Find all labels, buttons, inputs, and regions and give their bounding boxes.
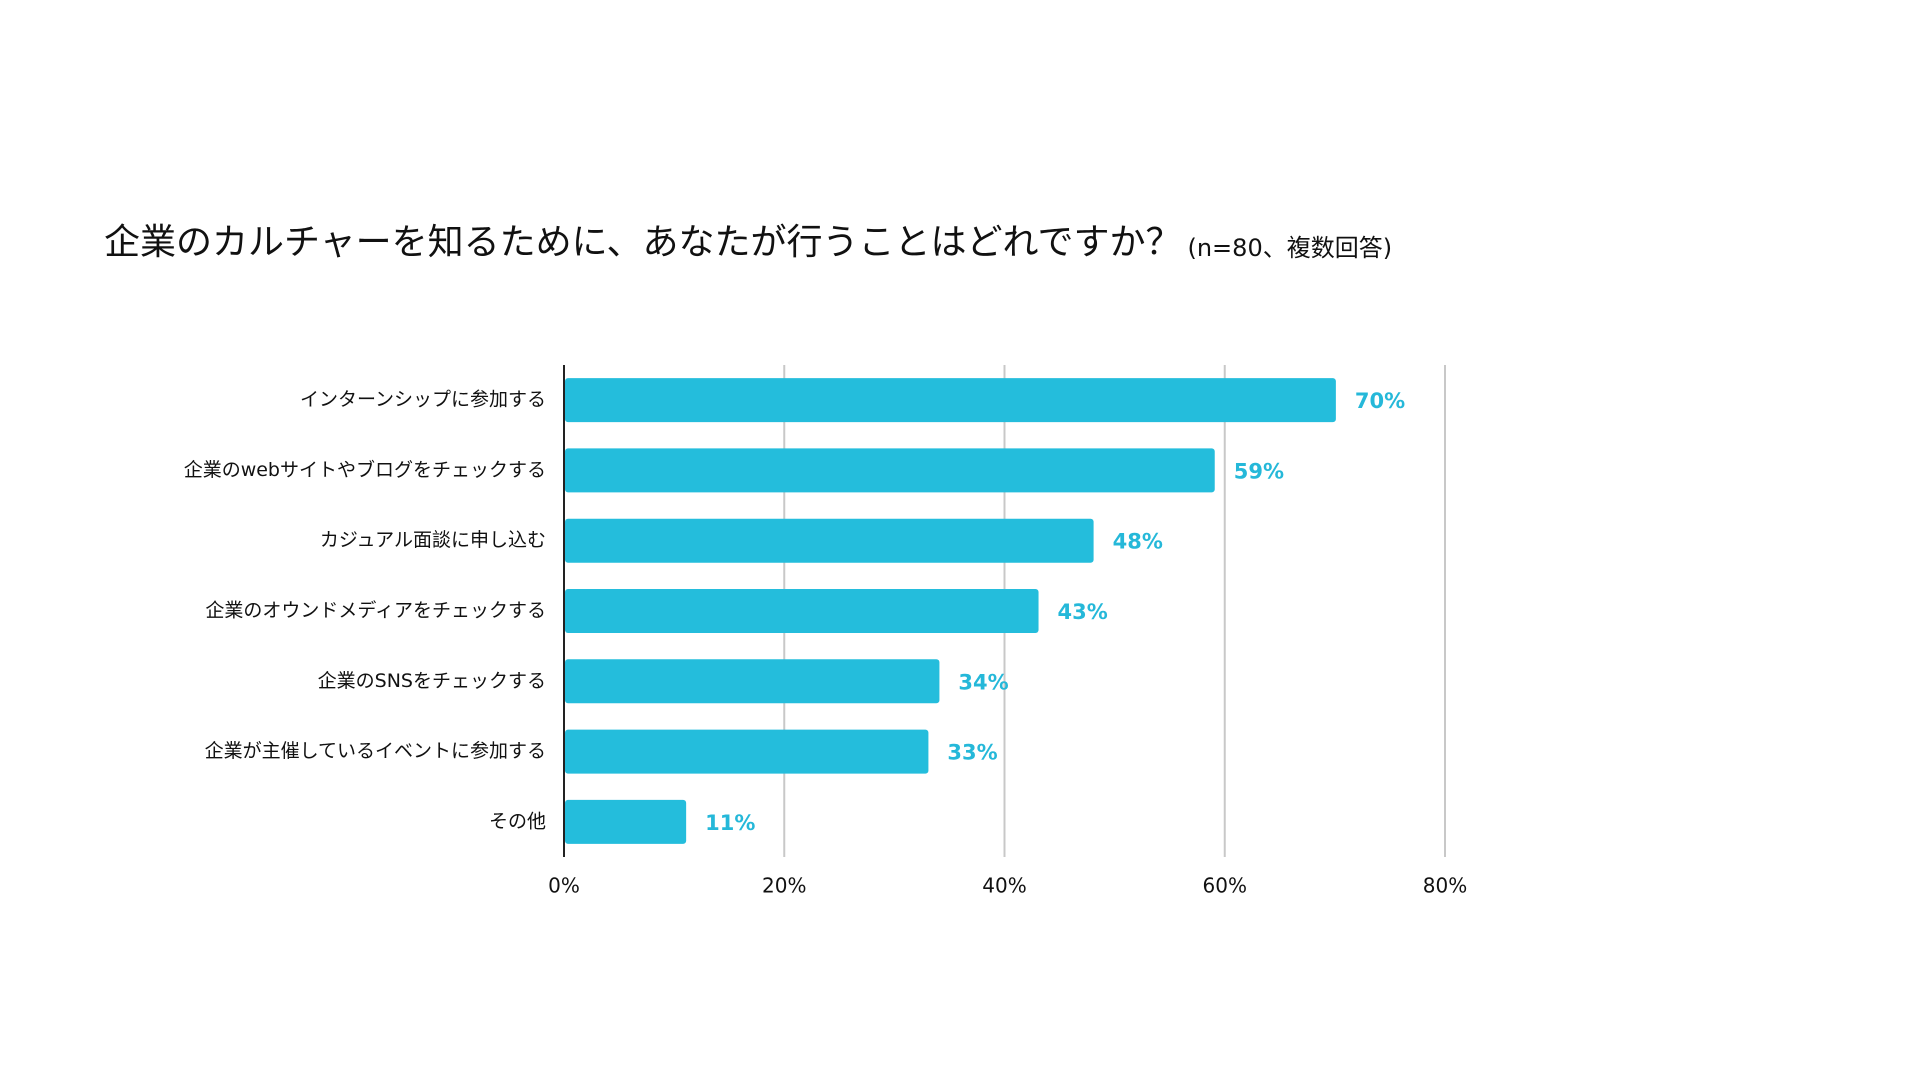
value-label: 59% xyxy=(1234,459,1284,483)
x-tick-label: 40% xyxy=(982,874,1026,898)
chart-subtitle: (n=80、複数回答) xyxy=(1187,234,1392,262)
chart-title: 企業のカルチャーを知るために、あなたが行うことはどれですか？ xyxy=(104,222,1181,263)
category-label: カジュアル面談に申し込む xyxy=(320,529,546,551)
category-label: その他 xyxy=(489,810,546,832)
value-label: 43% xyxy=(1058,600,1108,624)
value-label: 70% xyxy=(1355,389,1405,413)
bar xyxy=(565,589,1039,633)
bar xyxy=(565,799,687,844)
category-label: インターンシップに参加する xyxy=(300,389,546,411)
bar xyxy=(565,378,1336,423)
category-label: 企業が主催しているイベントに参加する xyxy=(205,740,546,762)
x-tick-label: 20% xyxy=(762,874,806,898)
x-tick-label: 60% xyxy=(1203,874,1247,898)
x-tick-label: 0% xyxy=(548,874,580,898)
bar xyxy=(565,729,929,774)
category-label: 企業のSNSをチェックする xyxy=(318,670,546,692)
category-label: 企業のwebサイトやブログをチェックする xyxy=(184,458,546,481)
bar xyxy=(565,448,1215,493)
bar xyxy=(565,659,940,704)
bar xyxy=(565,518,1094,563)
category-label: 企業のオウンドメディアをチェックする xyxy=(205,600,546,622)
value-label: 34% xyxy=(958,670,1008,694)
value-label: 11% xyxy=(705,811,755,835)
value-label: 33% xyxy=(947,741,997,765)
value-label: 48% xyxy=(1113,530,1163,554)
x-tick-label: 80% xyxy=(1423,874,1467,898)
